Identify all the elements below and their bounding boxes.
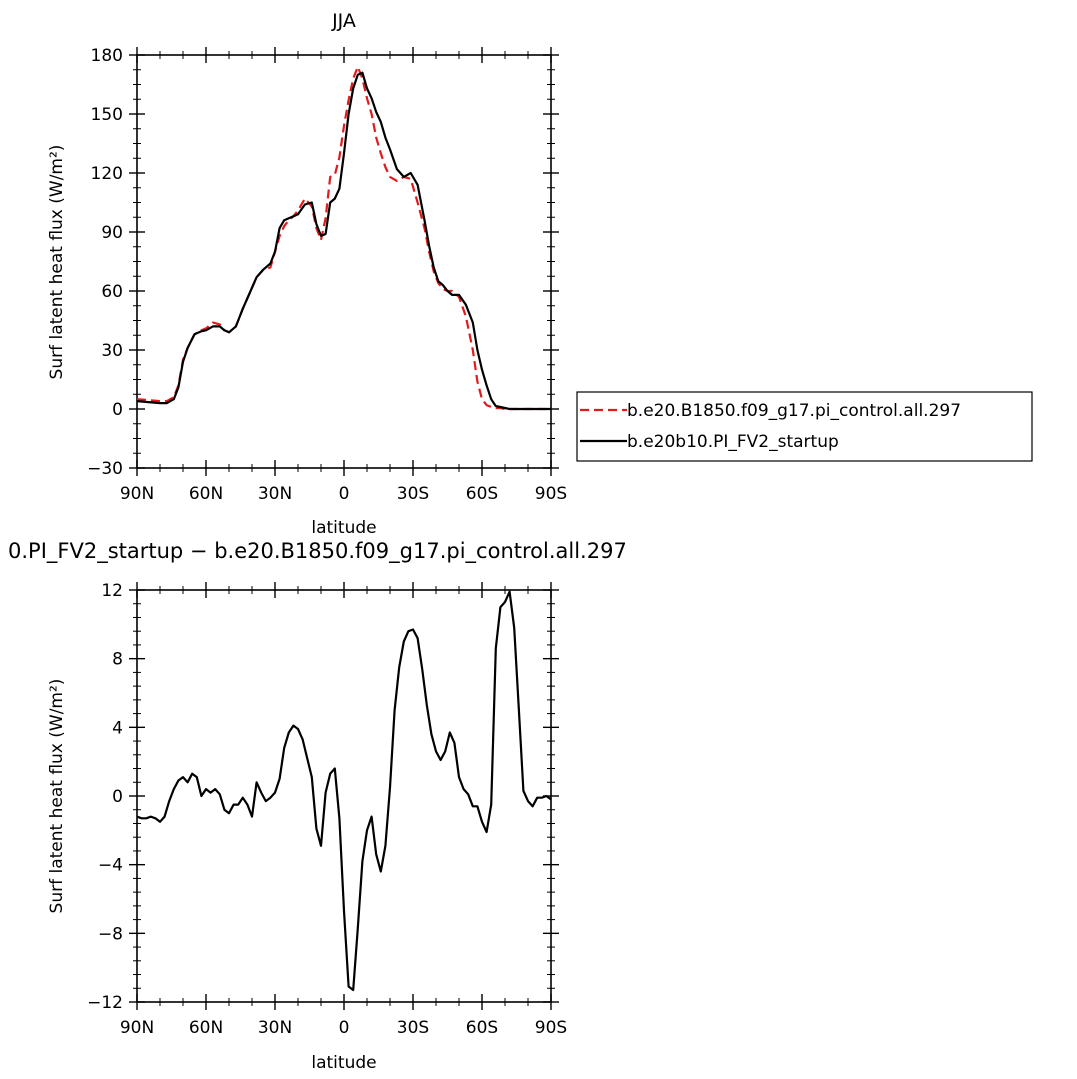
top-y-tick-label: 90 bbox=[101, 223, 123, 243]
top-x-tick-label: 90N bbox=[120, 484, 154, 504]
top-y-tick-label: 30 bbox=[101, 341, 123, 361]
bottom-y-tick-label: 4 bbox=[112, 718, 123, 738]
top-y-tick-label: −30 bbox=[87, 459, 123, 479]
bottom-y-tick-label: −4 bbox=[98, 856, 123, 876]
bottom-chart-title: 0.PI_FV2_startup − b.e20.B1850.f09_g17.p… bbox=[8, 539, 627, 564]
legend: b.e20.B1850.f09_g17.pi_control.all.297 b… bbox=[576, 391, 1033, 462]
bottom-y-axis-label: Surf latent heat flux (W/m²) bbox=[47, 679, 67, 914]
top-x-tick-label: 60N bbox=[189, 484, 223, 504]
bottom-x-tick-label: 0 bbox=[339, 1018, 350, 1038]
bottom-x-axis-label: latitude bbox=[311, 1053, 376, 1073]
top-y-tick-label: 180 bbox=[91, 46, 123, 66]
top-x-tick-label: 30N bbox=[258, 484, 292, 504]
bottom-y-tick-label: 0 bbox=[112, 787, 123, 807]
legend-label-series-1: b.e20.B1850.f09_g17.pi_control.all.297 bbox=[627, 401, 961, 421]
bottom-y-tick-label: −12 bbox=[87, 993, 123, 1013]
bottom-panel: 0.PI_FV2_startup − b.e20.B1850.f09_g17.p… bbox=[8, 539, 627, 1073]
bottom-x-tick-label: 90S bbox=[535, 1018, 567, 1038]
top-x-tick-label: 60S bbox=[466, 484, 498, 504]
bottom-x-tick-label: 60N bbox=[189, 1018, 223, 1038]
bottom-x-tick-label: 60S bbox=[466, 1018, 498, 1038]
top-x-tick-label: 90S bbox=[535, 484, 567, 504]
bottom-x-tick-label: 90N bbox=[120, 1018, 154, 1038]
top-panel: JJA −30 0 30 60 90 120 150 180 90N 60N 30N 0 30S 60S 9… bbox=[47, 10, 567, 538]
top-y-axis-label: Surf latent heat flux (W/m²) bbox=[47, 145, 67, 380]
bottom-x-tick-label: 30N bbox=[258, 1018, 292, 1038]
top-y-tick-label: 120 bbox=[91, 164, 123, 184]
top-x-tick-label: 0 bbox=[339, 484, 350, 504]
top-y-tick-label: 150 bbox=[91, 105, 123, 125]
bottom-y-tick-label: 12 bbox=[101, 581, 123, 601]
top-x-tick-label: 30S bbox=[397, 484, 429, 504]
top-axes: −30 0 30 60 90 120 150 180 90N 60N 30N 0 30S 60S 90S bbox=[87, 46, 567, 504]
top-y-tick-label: 0 bbox=[112, 400, 123, 420]
top-chart-title: JJA bbox=[331, 10, 356, 32]
legend-label-series-2: b.e20b10.PI_FV2_startup bbox=[627, 432, 839, 452]
top-y-tick-label: 60 bbox=[101, 282, 123, 302]
bottom-series-line-1 bbox=[136, 590, 552, 992]
bottom-x-tick-label: 30S bbox=[397, 1018, 429, 1038]
bottom-axes: −12 −8 −4 0 4 8 12 90N 60N 30N 0 30S 60S 90S bbox=[87, 581, 567, 1038]
top-x-axis-label: latitude bbox=[311, 518, 376, 538]
top-series-line-1 bbox=[136, 65, 551, 411]
top-series-line-2 bbox=[136, 71, 551, 411]
bottom-series-layer bbox=[136, 590, 552, 992]
legend-box bbox=[576, 391, 1033, 462]
bottom-plot-frame bbox=[136, 589, 552, 1003]
bottom-y-tick-label: 8 bbox=[112, 650, 123, 670]
top-series-layer bbox=[136, 65, 551, 411]
bottom-y-tick-label: −8 bbox=[98, 924, 123, 944]
